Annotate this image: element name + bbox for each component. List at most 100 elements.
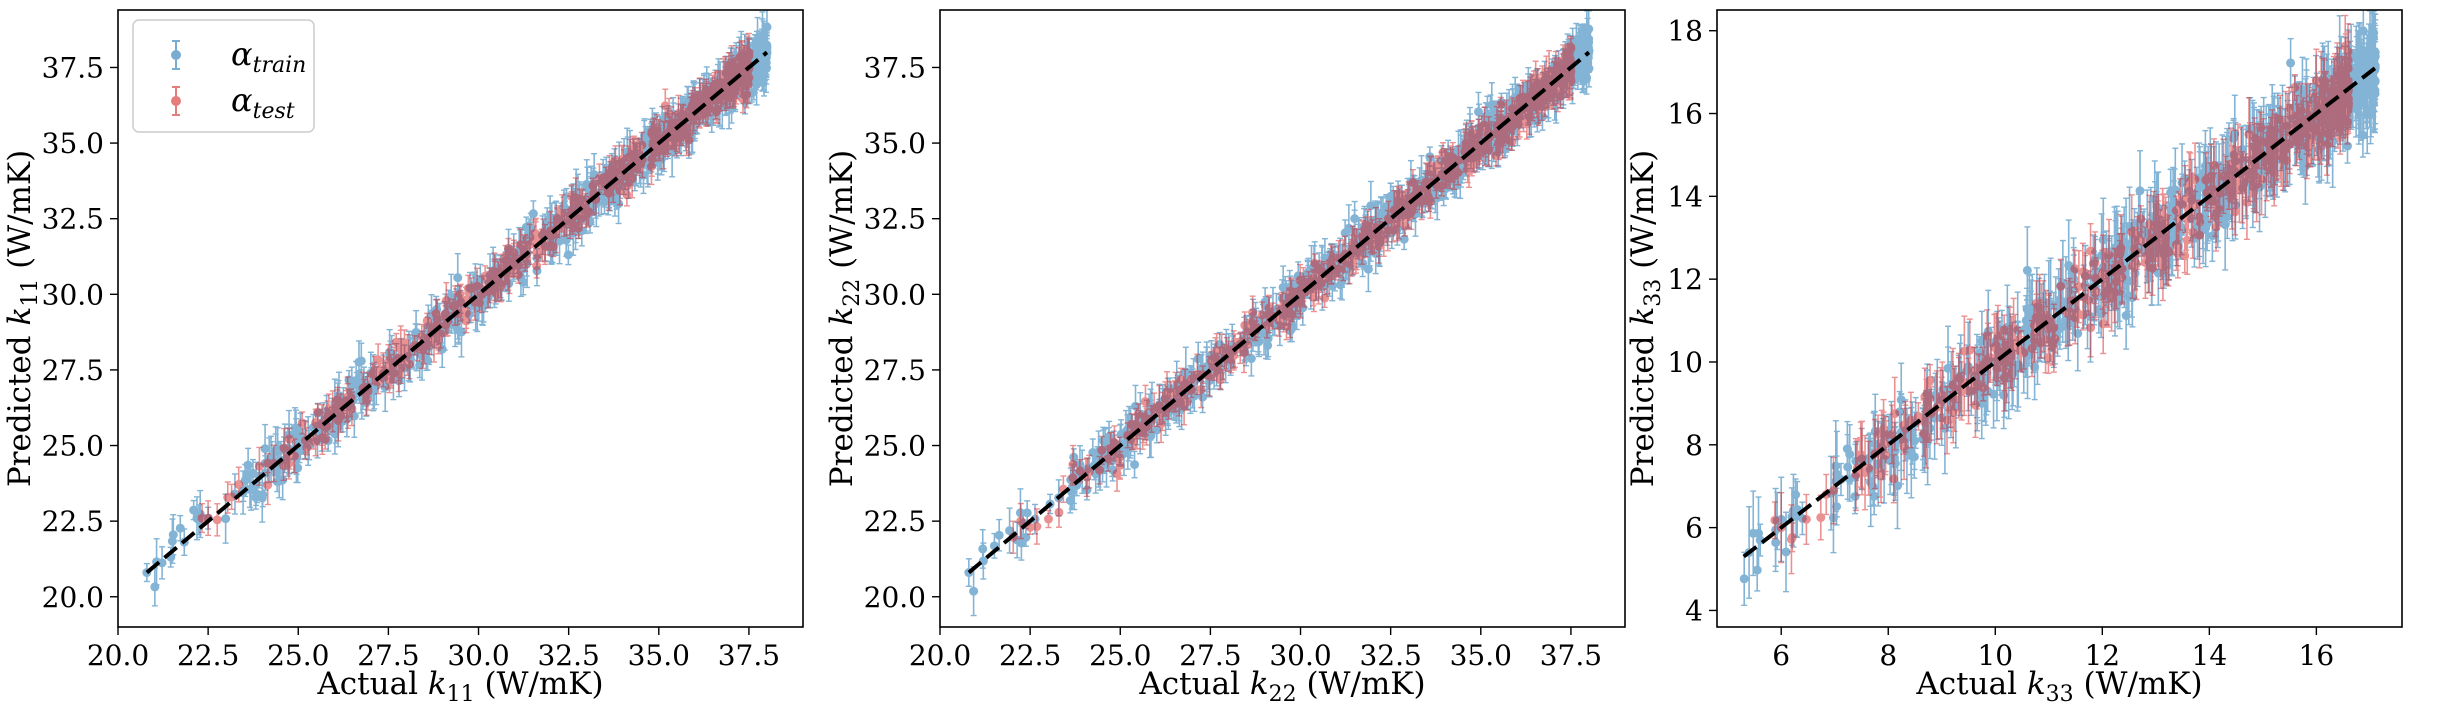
- data-point-test: [279, 461, 289, 471]
- x-tick-label: 30.0: [447, 639, 509, 672]
- plot-area: [142, 10, 772, 607]
- data-point-test: [297, 418, 307, 428]
- data-point-train: [293, 463, 303, 473]
- data-point-train: [614, 199, 624, 209]
- ideal-fit-line: [145, 50, 769, 575]
- plot-area: [964, 10, 1594, 617]
- data-point-test: [450, 301, 460, 311]
- legend-label-train: αtrain: [231, 35, 306, 78]
- data-point-test: [463, 283, 473, 293]
- x-tick-label: 27.5: [357, 639, 419, 672]
- data-point-test: [234, 480, 244, 490]
- data-point-train: [246, 485, 256, 495]
- data-point-test: [615, 186, 625, 196]
- data-point-test: [548, 242, 558, 252]
- data-point-test: [712, 104, 722, 114]
- data-point-test: [284, 434, 294, 444]
- x-tick-label: 37.5: [718, 639, 780, 672]
- data-point-train: [221, 514, 231, 524]
- data-point-train: [1246, 354, 1256, 364]
- data-point-test: [739, 57, 749, 67]
- x-tick-label: 32.5: [537, 639, 599, 672]
- data-point-train: [518, 277, 528, 287]
- plot-frame: [117, 9, 804, 628]
- data-point-test: [373, 355, 383, 365]
- data-point-test: [596, 177, 606, 187]
- chart-panel-k22: 20.0 22.5 25.0 27.5 30.0 32.5 35.0 37.520.022.5…: [824, 9, 1626, 707]
- data-point-test: [538, 228, 548, 238]
- data-point-train: [762, 22, 772, 32]
- data-point-train: [555, 236, 565, 246]
- data-point-test: [636, 159, 646, 169]
- data-point-train: [456, 327, 466, 337]
- data-point-test: [324, 404, 334, 414]
- data-point-test: [333, 395, 343, 405]
- data-point-test: [333, 416, 343, 426]
- legend-label-test: αtest: [231, 81, 295, 124]
- data-point-test: [533, 250, 543, 260]
- data-point-test: [622, 181, 632, 191]
- data-point-test: [573, 221, 583, 231]
- data-point-test: [567, 191, 577, 201]
- y-tick-label: 32.5: [42, 203, 104, 236]
- data-point-test: [670, 118, 680, 128]
- data-point-test: [627, 174, 637, 184]
- data-point-test: [647, 154, 657, 164]
- data-point-train: [271, 446, 281, 456]
- data-point-test: [532, 261, 542, 271]
- data-point-test: [313, 407, 323, 417]
- y-tick-label: 37.5: [42, 51, 104, 84]
- data-point-test: [197, 513, 207, 523]
- y-tick-label: 27.5: [42, 354, 104, 387]
- y-tick-label: 22.5: [42, 505, 104, 538]
- data-point-train: [175, 523, 185, 533]
- y-tick-label: 30.0: [42, 278, 104, 311]
- data-point-test: [212, 515, 222, 525]
- data-point-test: [254, 461, 264, 471]
- data-point-test: [309, 436, 319, 446]
- chart-panel-k11: 20.0 22.5 25.0 27.5 30.0 32.5 35.0 37.5 20.0 22.5…: [2, 9, 804, 707]
- data-point-train: [752, 47, 762, 57]
- data-point-test: [263, 480, 273, 490]
- data-point-test: [701, 94, 711, 104]
- data-point-test: [290, 451, 300, 461]
- y-axis-label: Predicted k11 (W/mK): [2, 150, 43, 487]
- x-axis-label: Actual k11 (W/mK): [316, 666, 603, 707]
- data-point-test: [721, 77, 731, 87]
- x-tick-label: 25.0: [267, 639, 329, 672]
- data-point-train: [258, 490, 268, 500]
- legend-marker-train: [171, 40, 181, 70]
- data-point-train: [150, 582, 160, 592]
- data-point-test: [396, 364, 406, 374]
- data-point-test: [417, 345, 427, 355]
- data-point-test: [562, 219, 572, 229]
- x-tick-label: 20.0: [87, 639, 149, 672]
- data-point-test: [422, 316, 432, 326]
- x-tick-label: 22.5: [177, 639, 239, 672]
- data-point-test: [404, 359, 414, 369]
- data-point-train: [274, 476, 284, 486]
- data-point-test: [633, 146, 643, 156]
- data-point-test: [588, 181, 598, 191]
- data-point-test: [417, 332, 427, 342]
- data-point-test: [736, 77, 746, 87]
- data-point-train: [248, 469, 258, 479]
- data-point-test: [660, 101, 670, 111]
- data-point-test: [263, 458, 273, 468]
- data-point-test: [227, 492, 237, 502]
- data-point-test: [396, 340, 406, 350]
- y-tick-label: 35.0: [42, 127, 104, 160]
- data-point-train: [453, 273, 463, 283]
- data-point-test: [625, 151, 635, 161]
- data-point-test: [480, 271, 490, 281]
- data-point-train: [291, 425, 301, 435]
- data-point-test: [557, 208, 567, 218]
- data-point-train: [189, 505, 199, 515]
- legend-marker-test: [171, 86, 181, 116]
- data-point-test: [429, 339, 439, 349]
- data-point-train: [1130, 460, 1140, 470]
- data-point-test: [440, 310, 450, 320]
- data-point-train: [761, 64, 771, 74]
